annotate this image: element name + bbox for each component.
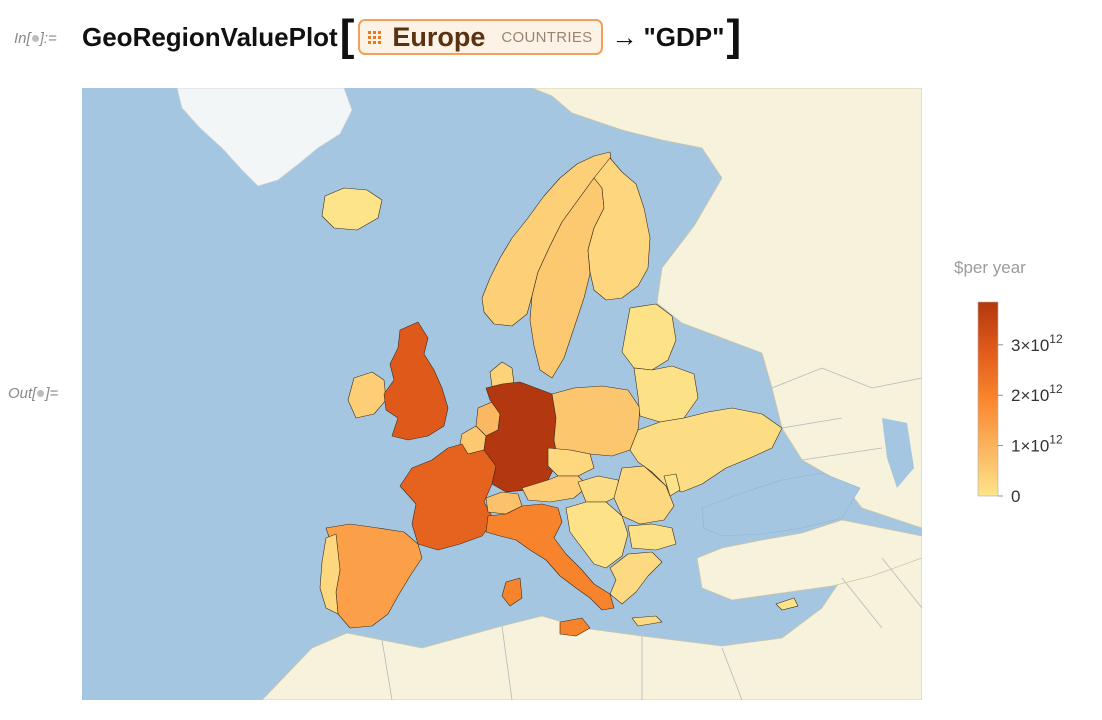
region-poland[interactable] — [551, 385, 641, 461]
region-portugal[interactable] — [319, 533, 341, 615]
legend-color-bar — [977, 301, 999, 497]
cell-number-dot — [31, 35, 39, 42]
cyprus — [775, 597, 799, 611]
region-ireland[interactable] — [347, 371, 387, 419]
cell-number-dot — [37, 390, 45, 397]
input-expression[interactable]: GeoRegionValuePlot [ Europe COUNTRIES → … — [82, 12, 743, 62]
property-string: "GDP" — [643, 21, 725, 52]
legend-tick-label: 1×1012 — [1011, 433, 1063, 456]
legend-tick-label: 3×1012 — [1011, 332, 1063, 355]
entity-frame[interactable]: Europe COUNTRIES — [358, 19, 604, 55]
close-bracket: ] — [726, 11, 742, 60]
region-finland[interactable] — [587, 157, 651, 301]
legend-tick-label: 0 — [1011, 487, 1020, 506]
region-romania[interactable] — [613, 465, 675, 525]
entity-grid-icon — [368, 30, 382, 44]
region-sardinia[interactable] — [501, 577, 523, 607]
land-anatolia — [696, 519, 922, 601]
entity-name: Europe — [392, 21, 486, 52]
europe-gdp-map[interactable] — [82, 88, 922, 700]
greenland — [176, 88, 353, 187]
region-belarus[interactable] — [633, 365, 699, 423]
legend-tick-exponent: 12 — [1049, 332, 1063, 346]
region-baltics[interactable] — [621, 303, 677, 371]
rule-arrow: → — [611, 21, 638, 52]
region-moldova[interactable] — [663, 473, 681, 497]
region-germany[interactable] — [483, 381, 559, 493]
region-iceland[interactable] — [321, 187, 383, 231]
legend-tick-label: 2×1012 — [1011, 382, 1063, 405]
region-crete[interactable] — [631, 615, 663, 627]
region-bulgaria[interactable] — [627, 523, 677, 551]
output-cell-label: Out[]= — [8, 385, 59, 402]
legend-ticks: 0 1×1012 2×1012 3×1012 — [998, 332, 1063, 506]
region-greece[interactable] — [609, 551, 663, 605]
region-italy[interactable] — [485, 503, 615, 611]
land-north — [531, 88, 922, 529]
caspian-sea — [882, 418, 914, 488]
open-bracket: [ — [339, 11, 355, 60]
region-sicily[interactable] — [559, 617, 591, 637]
legend-tick-exponent: 12 — [1049, 433, 1063, 447]
legend: $per year 0 1×1012 2×1012 3×1012 — [954, 258, 1063, 506]
country-borders — [381, 367, 922, 700]
black-sea — [701, 472, 861, 537]
input-cell-label: In[]:= — [14, 30, 57, 47]
function-name: GeoRegionValuePlot — [82, 21, 338, 52]
region-balkans[interactable] — [565, 501, 629, 569]
region-uk[interactable] — [383, 321, 449, 441]
legend-tick-exponent: 12 — [1049, 382, 1063, 396]
legend-title: $per year — [954, 258, 1026, 277]
region-czechia[interactable] — [547, 447, 595, 477]
entity-type: COUNTRIES — [501, 28, 593, 46]
